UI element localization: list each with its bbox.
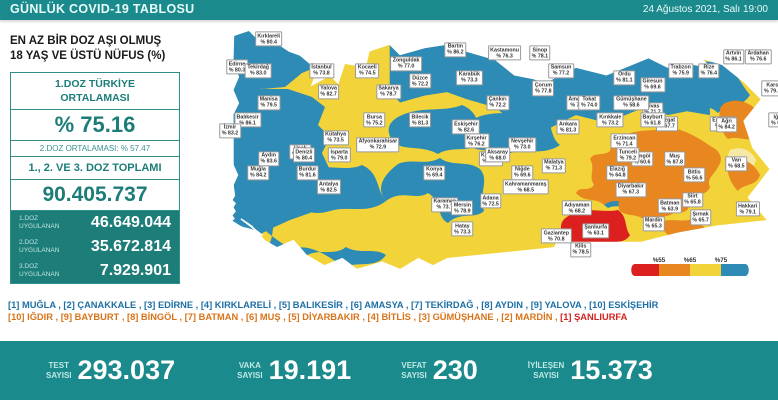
svg-text:%55: %55 (653, 257, 666, 264)
svg-text:%75: %75 (715, 257, 728, 264)
svg-text:%65: %65 (684, 257, 697, 264)
